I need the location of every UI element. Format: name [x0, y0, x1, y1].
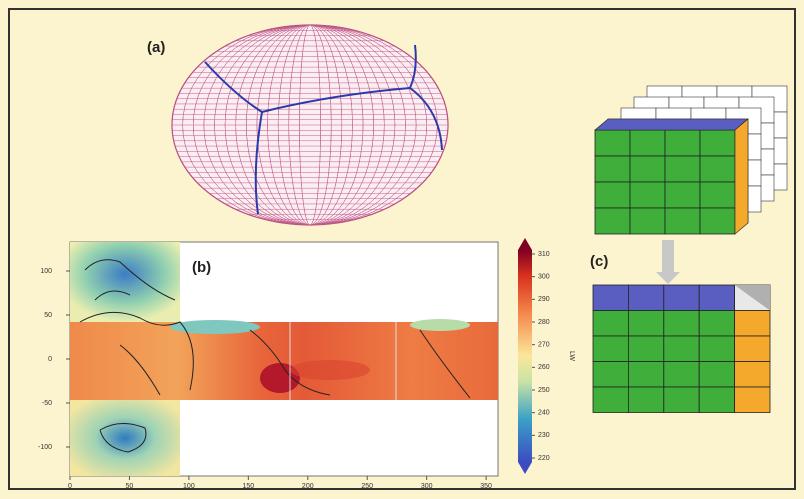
- grid-cell: [664, 387, 699, 413]
- cube-cell: [595, 156, 630, 182]
- cube-cell: [700, 130, 735, 156]
- x-tick-label: 100: [183, 483, 195, 490]
- grid-cell: [735, 387, 770, 413]
- cube-cell: [630, 156, 665, 182]
- grid-cell: [735, 362, 770, 388]
- grid-cell: [699, 336, 734, 362]
- cube-cell: [630, 182, 665, 208]
- y-tick-label: 100: [40, 268, 52, 275]
- cool-region: [410, 319, 470, 331]
- figure: (a) (b) LW (c) 100 50 0 -50 -100 0 50 100 150 200…: [0, 0, 804, 499]
- grid-cell: [593, 311, 628, 337]
- y-tick-label: -100: [38, 444, 52, 451]
- grid-cell: [628, 285, 663, 311]
- colorbar-tick-label: 280: [538, 319, 550, 326]
- cube-cell: [665, 208, 700, 234]
- grid-cell: [699, 311, 734, 337]
- cube-cell: [700, 182, 735, 208]
- grid-cell: [664, 362, 699, 388]
- cube-cell: [630, 130, 665, 156]
- map-panel: [70, 242, 498, 476]
- colorbar-tick-label: 290: [538, 296, 550, 303]
- panel-label: (a): [147, 39, 165, 56]
- colorbar: [518, 250, 532, 462]
- colorbar-tick-label: 300: [538, 274, 550, 281]
- colorbar-tick-label: 270: [538, 342, 550, 349]
- y-tick-label: -50: [42, 400, 52, 407]
- grid-cell: [664, 336, 699, 362]
- grid-cell: [593, 336, 628, 362]
- cube-cell: [665, 182, 700, 208]
- cube-side: [735, 119, 748, 234]
- grid-cell: [593, 362, 628, 388]
- cube-cell: [700, 208, 735, 234]
- colorbar-tick-label: 250: [538, 387, 550, 394]
- x-tick-label: 250: [361, 483, 373, 490]
- cube: [595, 86, 787, 234]
- grid-cell: [593, 285, 628, 311]
- x-tick-label: 350: [480, 483, 492, 490]
- y-tick-label: 0: [48, 356, 52, 363]
- cube-top: [595, 119, 748, 130]
- cube-cell: [630, 208, 665, 234]
- grid-cell: [628, 362, 663, 388]
- cube-cell: [700, 156, 735, 182]
- colorbar-label: LW: [568, 351, 575, 361]
- unfolded-grid: [593, 285, 770, 413]
- colorbar-tick-label: 240: [538, 410, 550, 417]
- grid-cell: [628, 336, 663, 362]
- cube-cell: [665, 156, 700, 182]
- grid-cell: [735, 311, 770, 337]
- x-tick-label: 50: [126, 483, 134, 490]
- grid-cell: [699, 285, 734, 311]
- colorbar-tick-label: 230: [538, 432, 550, 439]
- cube-cell: [595, 182, 630, 208]
- grid-cell: [664, 311, 699, 337]
- colorbar-tick-label: 310: [538, 251, 550, 258]
- colorbar-tick-label: 220: [538, 455, 550, 462]
- x-tick-label: 150: [242, 483, 254, 490]
- colorbar-tick-label: 260: [538, 364, 550, 371]
- grid-cell: [664, 285, 699, 311]
- grid-cell: [593, 387, 628, 413]
- grid-cell: [699, 362, 734, 388]
- cube-cell: [595, 208, 630, 234]
- x-tick-label: 200: [302, 483, 314, 490]
- x-tick-label: 300: [421, 483, 433, 490]
- warm-region: [290, 360, 370, 380]
- y-tick-label: 50: [44, 312, 52, 319]
- south-face: [70, 400, 180, 476]
- panel-label: (b): [192, 259, 211, 276]
- x-tick-label: 0: [68, 483, 72, 490]
- grid-cell: [628, 387, 663, 413]
- north-face: [70, 242, 180, 322]
- cube-cell: [665, 130, 700, 156]
- cube-cell: [595, 130, 630, 156]
- grid-cell: [735, 336, 770, 362]
- grid-cell: [699, 387, 734, 413]
- grid-cell: [628, 311, 663, 337]
- panel-label: (c): [590, 253, 608, 270]
